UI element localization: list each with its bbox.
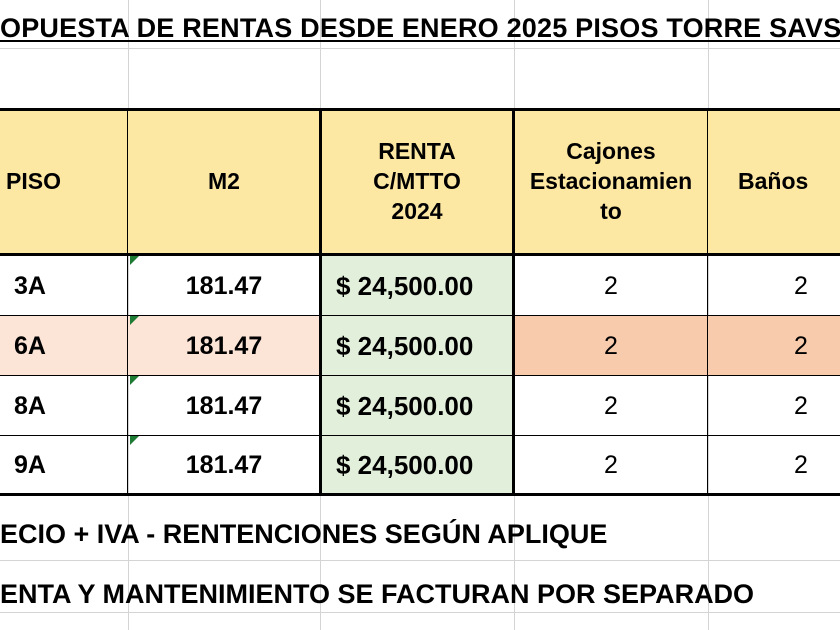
row-9a-renta[interactable]: $ 24,500.00 xyxy=(320,436,514,494)
header-banos[interactable]: Baños xyxy=(708,110,840,254)
page-title: OPUESTA DE RENTAS DESDE ENERO 2025 PISOS… xyxy=(0,13,840,43)
piso-value: 6A xyxy=(14,331,46,360)
table-border xyxy=(0,253,840,256)
row-3a-banos[interactable]: 2 xyxy=(708,256,840,316)
header-m2-label: M2 xyxy=(208,168,240,195)
renta-value: $ 24,500.00 xyxy=(336,390,474,421)
col-divider xyxy=(512,108,515,496)
gridline xyxy=(0,48,840,49)
header-piso-label: PISO xyxy=(6,168,61,195)
table-border xyxy=(0,108,840,111)
row-6a-m2[interactable]: 181.47 xyxy=(128,316,320,376)
col-divider xyxy=(707,108,708,496)
banos-value: 2 xyxy=(794,271,808,300)
row-8a-cajones[interactable]: 2 xyxy=(514,376,708,436)
note-billing: ENTA Y MANTENIMIENTO SE FACTURAN POR SEP… xyxy=(0,579,755,609)
comment-marker xyxy=(130,376,139,385)
row-divider xyxy=(0,435,840,436)
row-8a-piso[interactable]: 8A xyxy=(0,376,128,436)
table-border xyxy=(0,493,840,496)
row-3a-renta[interactable]: $ 24,500.00 xyxy=(320,256,514,316)
row-divider xyxy=(0,315,840,316)
comment-marker xyxy=(130,316,139,325)
row-6a-piso[interactable]: 6A xyxy=(0,316,128,376)
piso-value: 8A xyxy=(14,391,46,420)
row-6a-banos[interactable]: 2 xyxy=(708,316,840,376)
row-9a-banos[interactable]: 2 xyxy=(708,436,840,494)
cajones-value: 2 xyxy=(604,450,618,479)
row-6a-cajones[interactable]: 2 xyxy=(514,316,708,376)
row-8a-renta[interactable]: $ 24,500.00 xyxy=(320,376,514,436)
piso-value: 9A xyxy=(14,450,46,479)
header-cajones[interactable]: Cajones Estacionamien to xyxy=(514,110,708,254)
row-8a-banos[interactable]: 2 xyxy=(708,376,840,436)
header-banos-label: Baños xyxy=(738,168,809,195)
header-m2[interactable]: M2 xyxy=(128,110,320,254)
row-3a-piso[interactable]: 3A xyxy=(0,256,128,316)
gridline xyxy=(0,612,840,613)
row-9a-piso[interactable]: 9A xyxy=(0,436,128,494)
renta-value: $ 24,500.00 xyxy=(336,449,474,480)
row-9a-cajones[interactable]: 2 xyxy=(514,436,708,494)
gridline xyxy=(0,560,840,561)
cajones-value: 2 xyxy=(604,391,618,420)
renta-value: $ 24,500.00 xyxy=(336,330,474,361)
m2-value: 181.47 xyxy=(185,331,263,360)
renta-value: $ 24,500.00 xyxy=(336,270,474,301)
col-divider xyxy=(127,108,128,496)
header-piso[interactable]: PISO xyxy=(0,110,128,254)
banos-value: 2 xyxy=(794,331,808,360)
cajones-value: 2 xyxy=(604,331,618,360)
piso-value: 3A xyxy=(14,271,46,300)
header-renta[interactable]: RENTA C/MTTO 2024 xyxy=(320,110,514,254)
row-9a-m2[interactable]: 181.47 xyxy=(128,436,320,494)
row-6a-renta[interactable]: $ 24,500.00 xyxy=(320,316,514,376)
header-cajones-label: Cajones Estacionamien to xyxy=(529,138,693,224)
row-8a-m2[interactable]: 181.47 xyxy=(128,376,320,436)
comment-marker xyxy=(130,256,139,265)
row-3a-m2[interactable]: 181.47 xyxy=(128,256,320,316)
col-divider xyxy=(319,108,322,496)
cajones-value: 2 xyxy=(604,271,618,300)
note-price-tax: ECIO + IVA - RENTENCIONES SEGÚN APLIQUE xyxy=(0,519,608,549)
m2-value: 181.47 xyxy=(185,271,263,300)
m2-value: 181.47 xyxy=(185,391,263,420)
row-3a-cajones[interactable]: 2 xyxy=(514,256,708,316)
m2-value: 181.47 xyxy=(185,450,263,479)
banos-value: 2 xyxy=(794,450,808,479)
comment-marker xyxy=(130,436,139,445)
banos-value: 2 xyxy=(794,391,808,420)
row-divider xyxy=(0,375,840,376)
header-renta-label: RENTA C/MTTO 2024 xyxy=(373,138,461,224)
